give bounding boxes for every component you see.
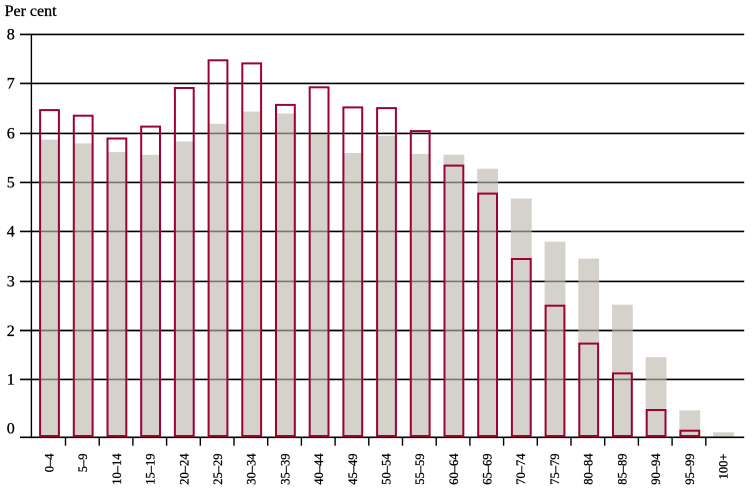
svg-text:6: 6 — [7, 126, 15, 143]
svg-text:20–24: 20–24 — [177, 453, 191, 485]
svg-text:5: 5 — [7, 175, 15, 192]
svg-text:0: 0 — [7, 421, 15, 438]
svg-text:2: 2 — [7, 323, 15, 340]
svg-text:0–4: 0–4 — [43, 453, 57, 473]
svg-text:25–29: 25–29 — [211, 454, 225, 485]
svg-text:5–9: 5–9 — [76, 454, 90, 473]
svg-text:7: 7 — [7, 76, 15, 93]
svg-text:70–74: 70–74 — [514, 453, 528, 485]
svg-text:4: 4 — [7, 224, 15, 241]
svg-text:60–64: 60–64 — [447, 453, 461, 485]
svg-text:40–44: 40–44 — [312, 453, 326, 485]
svg-text:95–99: 95–99 — [683, 454, 697, 485]
svg-text:90–94: 90–94 — [649, 453, 663, 485]
svg-text:35–39: 35–39 — [278, 454, 292, 485]
svg-text:3: 3 — [7, 274, 15, 291]
svg-text:10–14: 10–14 — [110, 453, 124, 485]
svg-text:80–84: 80–84 — [582, 453, 596, 485]
svg-text:65–69: 65–69 — [481, 453, 495, 484]
svg-text:55–59: 55–59 — [413, 454, 427, 485]
svg-text:45–49: 45–49 — [346, 454, 360, 485]
svg-text:30–34: 30–34 — [245, 453, 259, 485]
svg-text:Per cent: Per cent — [5, 3, 58, 20]
svg-text:85–89: 85–89 — [615, 454, 629, 485]
svg-text:1: 1 — [7, 372, 15, 389]
svg-text:100+: 100+ — [716, 454, 730, 480]
svg-text:15–19: 15–19 — [144, 454, 158, 485]
svg-text:50–54: 50–54 — [380, 453, 394, 485]
svg-text:8: 8 — [7, 27, 15, 44]
svg-text:75–79: 75–79 — [548, 454, 562, 485]
